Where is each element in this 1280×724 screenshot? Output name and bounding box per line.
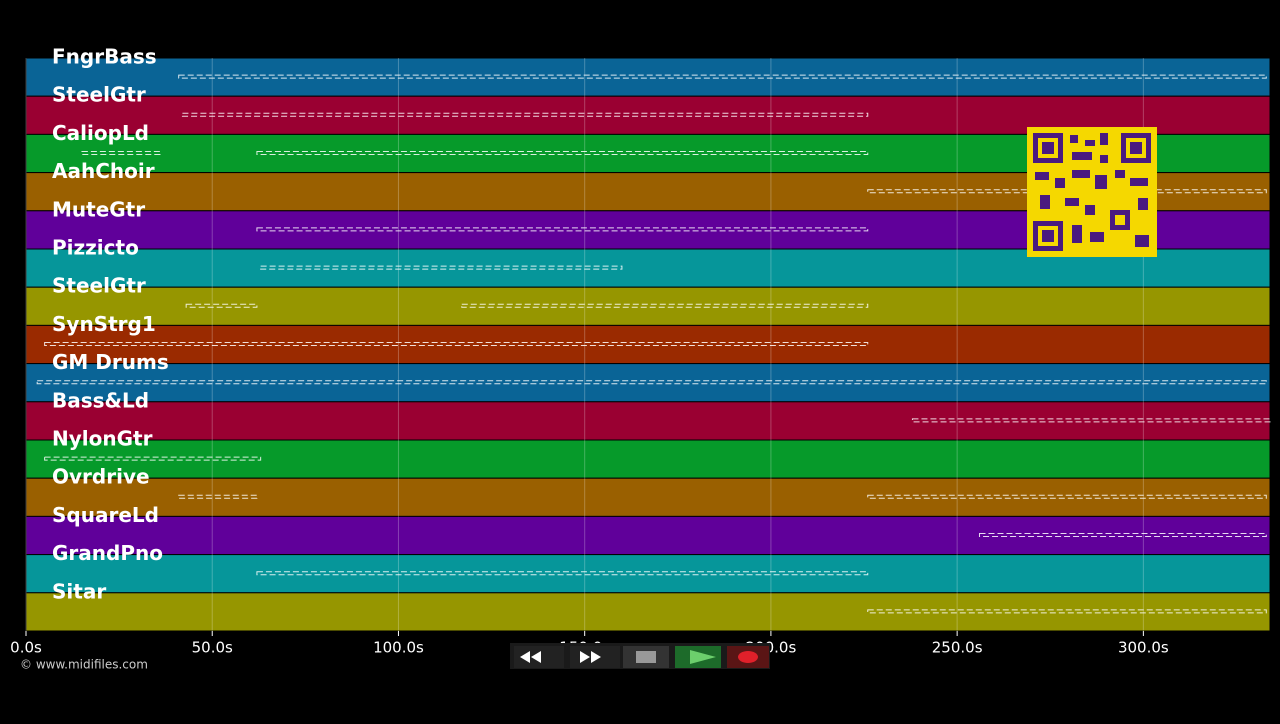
x-tick-label: 250.0s (932, 639, 983, 657)
note-span (256, 227, 869, 232)
track-row (25, 286, 1271, 326)
track-row (25, 401, 1271, 441)
track-row (25, 592, 1271, 632)
fast-forward-button[interactable] (570, 646, 620, 668)
track-name: MuteGtr (52, 197, 145, 221)
track-name: GM Drums (52, 350, 169, 374)
note-span (867, 494, 1267, 499)
track-name: AahChoir (52, 159, 155, 183)
note-span (36, 380, 1267, 385)
note-span (256, 151, 869, 155)
track-name: SteelGtr (52, 274, 146, 298)
track-row (25, 324, 1271, 365)
track-row (25, 57, 1271, 97)
track-row (25, 515, 1271, 556)
note-span (185, 303, 258, 308)
track-name: Bass&Ld (52, 388, 149, 412)
track-name: CaliopLd (52, 121, 149, 145)
note-span (44, 342, 869, 346)
note-span (181, 112, 869, 117)
note-span (260, 265, 623, 270)
track-name: FngrBass (52, 45, 157, 69)
track-row (25, 363, 1271, 403)
note-span (461, 303, 869, 308)
qr-code (1027, 127, 1157, 257)
record-button[interactable] (727, 646, 769, 668)
x-tick-label: 50.0s (192, 639, 233, 657)
note-span (178, 494, 258, 499)
x-tick-label: 0.0s (10, 639, 42, 657)
stop-button[interactable] (623, 646, 669, 668)
play-button[interactable] (675, 646, 721, 668)
track-name: Pizzicto (52, 236, 139, 260)
x-tick-label: 100.0s (373, 639, 424, 657)
track-name: NylonGtr (52, 427, 153, 451)
note-span (81, 151, 161, 155)
track-name: Sitar (52, 579, 106, 603)
transport-controls (510, 643, 770, 669)
track-row (25, 554, 1271, 594)
track-name: GrandPno (52, 541, 163, 565)
note-span (978, 533, 1267, 537)
x-tick-label: 300.0s (1118, 639, 1169, 657)
track-row (25, 477, 1271, 517)
track-name: SteelGtr (52, 83, 146, 107)
note-span (256, 571, 869, 576)
rewind-button[interactable] (514, 646, 564, 668)
track-name: SynStrg1 (52, 312, 156, 336)
track-name: SquareLd (52, 503, 159, 527)
note-span (178, 74, 1267, 79)
note-span (867, 609, 1267, 614)
note-span (44, 456, 262, 461)
track-name: Ovrdrive (52, 465, 150, 489)
footer: © www.midifiles.com (20, 658, 148, 672)
